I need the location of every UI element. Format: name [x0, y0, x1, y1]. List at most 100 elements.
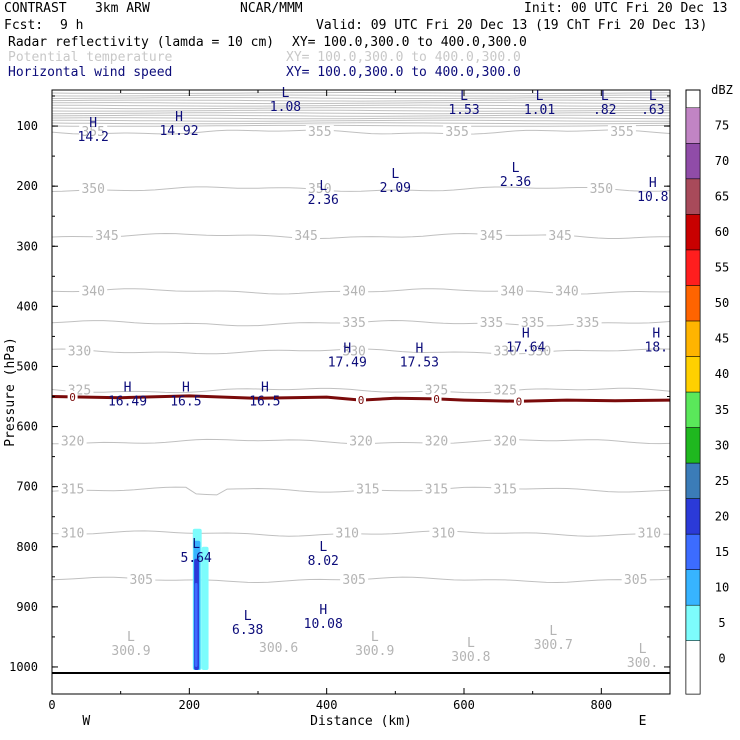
experiment-label: CONTRAST — [4, 1, 67, 16]
theta-label-bg — [587, 182, 616, 197]
colorbar-swatch — [685, 498, 701, 535]
theta-label-bg — [491, 434, 520, 449]
wind-extremum-value: 5.64 — [181, 551, 212, 566]
theta-extremum-value: 300.9 — [355, 644, 394, 659]
theta-label-bg — [477, 316, 506, 331]
colorbar-level-label: 20 — [715, 509, 729, 523]
theta-label-bg — [443, 125, 472, 140]
theta-contour-label: 355 — [445, 125, 468, 140]
valid-label: Valid: 09 UTC Fri 20 Dec 13 (19 ChT Fri … — [316, 18, 708, 33]
zero-contour-label: 0 — [433, 393, 440, 406]
wind-extremum-marker: H — [89, 116, 97, 131]
wind-extremum-value: 16.5 — [249, 395, 280, 410]
wind-extremum-marker: L — [649, 89, 657, 104]
wind-extremum-value: 1.01 — [524, 103, 555, 118]
theta-contour-label: 345 — [548, 229, 571, 244]
wind-extremum-value: 17.53 — [400, 355, 439, 370]
theta-label-bg — [58, 434, 87, 449]
zero-contour-label: 0 — [516, 395, 523, 408]
theta-contour-label: 340 — [342, 284, 365, 299]
colorbar-swatch — [685, 143, 701, 180]
colorbar-level-label: 40 — [715, 367, 729, 381]
theta-label-bg — [621, 572, 650, 587]
wind-extremum-value: 2.36 — [308, 193, 339, 208]
wind-extremum-value: .63 — [641, 103, 664, 118]
theta-label-bg — [292, 229, 321, 244]
theta-contour-upper — [51, 107, 671, 110]
colorbar-level-label: 65 — [715, 190, 729, 204]
theta-label-bg — [429, 526, 458, 541]
theta-label-bg — [491, 383, 520, 398]
wind-extremum-marker: H — [415, 341, 423, 356]
wind-extremum-marker: H — [522, 326, 530, 341]
wind-extremum-marker: L — [319, 540, 327, 555]
theta-extremum-marker: L — [549, 624, 557, 639]
theta-contour-label: 340 — [500, 284, 523, 299]
wind-extremum-value: 8.02 — [308, 554, 339, 569]
wind-extremum-marker: L — [244, 609, 252, 624]
colorbar-swatch — [685, 604, 701, 641]
theta-label-bg — [546, 229, 575, 244]
theta-contour-upper — [51, 97, 671, 99]
wind-extremum-marker: H — [261, 381, 269, 396]
colorbar-swatch — [685, 391, 701, 428]
wind-extremum-marker: L — [460, 89, 468, 104]
theta-contour-upper — [51, 92, 671, 94]
colorbar-level-label: 50 — [715, 296, 729, 310]
wind-extremum-marker: H — [124, 381, 132, 396]
theta-label-bg — [607, 125, 636, 140]
wind-extremum-value: 16.49 — [108, 395, 147, 410]
colorbar-level-label: 10 — [715, 580, 729, 594]
theta-label-bg — [333, 526, 362, 541]
theta-contour-upper — [52, 104, 671, 107]
theta-contour-label: 350 — [308, 182, 331, 197]
theta-label-bg — [422, 482, 451, 497]
theta-label-bg — [340, 284, 369, 299]
wind-extremum-marker: L — [601, 89, 609, 104]
wind-extremum-marker: H — [649, 176, 657, 191]
y-tick-label: 600 — [16, 420, 38, 434]
theta-contour-label: 335 — [521, 316, 544, 331]
reflectivity-cell — [201, 546, 209, 670]
theta-contour-label: 320 — [349, 435, 372, 450]
wind-extremum-marker: H — [343, 341, 351, 356]
theta-contour-label: 340 — [555, 284, 578, 299]
wind-extremum-value: 14.92 — [159, 124, 198, 139]
colorbar-swatch — [685, 462, 701, 499]
y-tick-label: 1000 — [9, 660, 38, 674]
wind-extremum-value: 10.8 — [637, 190, 668, 205]
theta-contour-label: 315 — [61, 483, 84, 498]
colorbar-level-label: 60 — [715, 225, 729, 239]
colorbar-swatch — [685, 533, 701, 570]
theta-extremum-value: 300.6 — [259, 641, 298, 656]
x-tick-label: 0 — [48, 698, 55, 712]
wind-extremum-marker: L — [282, 86, 290, 101]
east-label: E — [639, 714, 647, 729]
zero-label-bg — [67, 390, 78, 402]
colorbar-level-label: 55 — [715, 261, 729, 275]
theta-contour-line — [51, 387, 671, 394]
theta-label-bg — [79, 125, 108, 140]
theta-label-bg — [477, 229, 506, 244]
theta-contour-label: 340 — [81, 284, 104, 299]
theta-extremum-marker: L — [467, 636, 475, 651]
wind-extremum-value: 18. — [645, 340, 668, 355]
wind-extremum-value: 2.36 — [500, 175, 531, 190]
wind-extremum-value: .82 — [593, 103, 616, 118]
wind-extremum-value: 10.08 — [304, 617, 343, 632]
wind-extremum-value: 1.53 — [448, 103, 479, 118]
fcst-value: 9 h — [60, 18, 84, 33]
theta-contour-label: 320 — [425, 435, 448, 450]
theta-contour-label: 305 — [342, 573, 365, 588]
wind-extremum-value: 17.64 — [506, 340, 545, 355]
y-tick-label: 100 — [16, 119, 38, 133]
theta-contour-label: 325 — [493, 383, 516, 398]
theta-label-bg — [491, 482, 520, 497]
colorbar-swatch — [685, 569, 701, 606]
wind-extremum-marker: H — [652, 326, 660, 341]
theta-extremum-value: 300.9 — [111, 644, 150, 659]
theta-contour-label: 335 — [342, 316, 365, 331]
colorbar-level-label: 35 — [715, 403, 729, 417]
colorbar-swatch — [685, 356, 701, 393]
theta-label-bg — [65, 344, 94, 359]
